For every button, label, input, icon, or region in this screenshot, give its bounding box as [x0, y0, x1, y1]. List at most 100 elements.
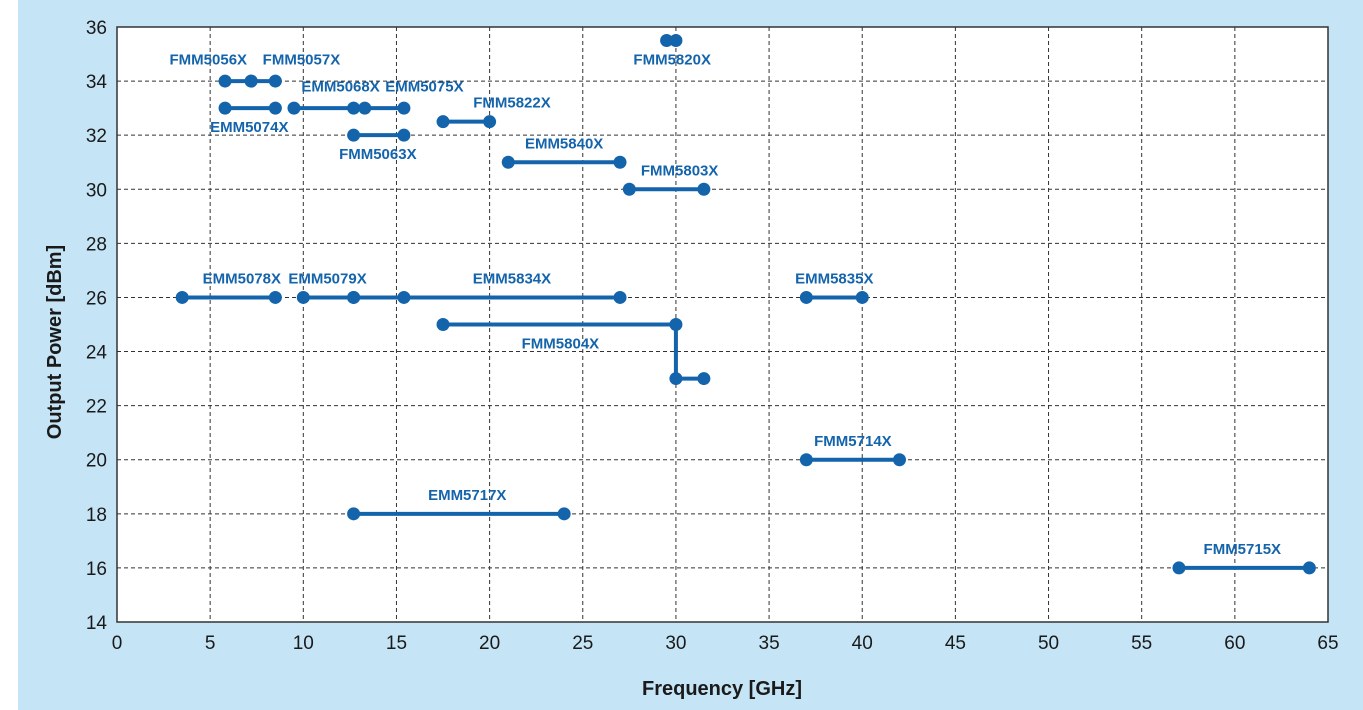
series-emm5717x — [347, 507, 571, 521]
data-point — [1172, 561, 1186, 575]
data-point — [697, 372, 711, 386]
data-point — [397, 128, 411, 142]
series-emm5074x — [218, 101, 282, 115]
y-tick-label: 36 — [86, 18, 107, 39]
data-point — [268, 74, 282, 88]
data-point — [175, 290, 189, 304]
series-label: EMM5075X — [385, 79, 463, 96]
series-label: EMM5840X — [525, 135, 603, 152]
series-layer — [175, 34, 1316, 575]
data-point — [397, 101, 411, 115]
x-tick-label: 15 — [386, 633, 407, 654]
x-tick-label: 45 — [945, 633, 966, 654]
series-fmm5714x — [799, 453, 906, 467]
series-fmm5822x — [436, 115, 497, 129]
series-fmm5803x — [622, 182, 711, 196]
data-point — [697, 182, 711, 196]
data-point — [660, 34, 674, 48]
data-point — [436, 318, 450, 331]
x-tick-label: 5 — [205, 633, 216, 654]
data-point — [347, 290, 361, 304]
data-point — [613, 155, 627, 169]
series-label: EMM5079X — [288, 271, 366, 288]
data-point — [892, 453, 906, 467]
data-point — [347, 128, 361, 142]
data-point — [799, 290, 813, 304]
data-point — [669, 34, 683, 48]
series-fmm5057x — [244, 74, 282, 88]
y-tick-label: 22 — [86, 397, 107, 418]
series-label: FMM5057X — [263, 51, 341, 68]
series-label: FMM5803X — [641, 162, 719, 179]
data-point — [669, 318, 683, 331]
x-tick-label: 25 — [572, 633, 593, 654]
data-point — [557, 507, 571, 521]
data-point — [218, 74, 232, 88]
series-labels: FMM5056X FMM5057X EMM5074X EMM5068X EMM5075X… — [170, 51, 1282, 558]
series-emm5075x — [347, 101, 411, 115]
data-point — [268, 290, 282, 304]
y-tick-label: 34 — [86, 72, 108, 93]
series-label: EMM5717X — [428, 487, 506, 504]
series-fmm5063x — [347, 128, 411, 142]
series-fmm5804x — [436, 318, 711, 386]
series-label: EMM5078X — [203, 271, 281, 288]
data-point — [436, 115, 450, 129]
x-tick-label: 30 — [665, 633, 686, 654]
data-point — [669, 372, 683, 386]
y-tick-labels: 14 16 18 20 22 24 26 28 30 32 34 36 — [86, 18, 108, 634]
data-point — [622, 182, 636, 196]
y-tick-label: 32 — [86, 126, 107, 147]
y-tick-label: 24 — [86, 343, 108, 364]
x-tick-label: 10 — [293, 633, 314, 654]
data-point — [1302, 561, 1316, 575]
series-label: EMM5834X — [473, 271, 551, 288]
series-label: FMM5804X — [522, 335, 600, 352]
series-line — [443, 322, 704, 381]
x-tick-label: 35 — [759, 633, 780, 654]
y-tick-label: 30 — [86, 180, 107, 201]
series-emm5834x — [347, 290, 627, 304]
y-tick-label: 18 — [86, 505, 107, 526]
series-emm5835x — [799, 290, 869, 304]
x-tick-labels: 0 5 10 15 20 25 30 35 40 45 50 55 60 65 — [112, 633, 1339, 654]
data-point — [218, 101, 232, 115]
series-emm5078x — [175, 290, 282, 304]
y-tick-label: 26 — [86, 288, 107, 309]
x-tick-label: 50 — [1038, 633, 1059, 654]
data-point — [613, 290, 627, 304]
y-axis-title: Output Power [dBm] — [44, 245, 66, 439]
data-point — [347, 507, 361, 521]
series-label: FMM5820X — [633, 51, 711, 68]
series-label: FMM5715X — [1204, 541, 1282, 558]
series-emm5840x — [501, 155, 627, 169]
plot-border — [116, 26, 1329, 623]
data-point — [296, 290, 310, 304]
x-tick-label: 60 — [1224, 633, 1245, 654]
data-point — [268, 101, 282, 115]
series-label: EMM5074X — [210, 119, 288, 136]
data-point — [501, 155, 515, 169]
x-tick-label: 65 — [1317, 633, 1338, 654]
data-point — [483, 115, 497, 129]
plot-area — [117, 27, 1328, 622]
series-label: FMM5714X — [814, 433, 892, 450]
data-point — [347, 101, 361, 115]
data-point — [799, 453, 813, 467]
x-tick-label: 0 — [112, 633, 123, 654]
series-label: FMM5056X — [170, 51, 248, 68]
data-point — [855, 290, 869, 304]
y-tick-label: 28 — [86, 234, 107, 255]
series-label: FMM5822X — [473, 95, 551, 112]
series-label: FMM5063X — [339, 146, 417, 163]
data-point — [244, 74, 258, 88]
series-fmm5820x — [660, 34, 683, 48]
y-tick-label: 16 — [86, 559, 107, 580]
series-label: EMM5835X — [795, 271, 873, 288]
x-axis-title: Frequency [GHz] — [642, 678, 802, 700]
x-tick-label: 55 — [1131, 633, 1152, 654]
series-fmm5715x — [1172, 561, 1316, 575]
x-tick-label: 20 — [479, 633, 500, 654]
y-tick-label: 14 — [86, 613, 108, 634]
